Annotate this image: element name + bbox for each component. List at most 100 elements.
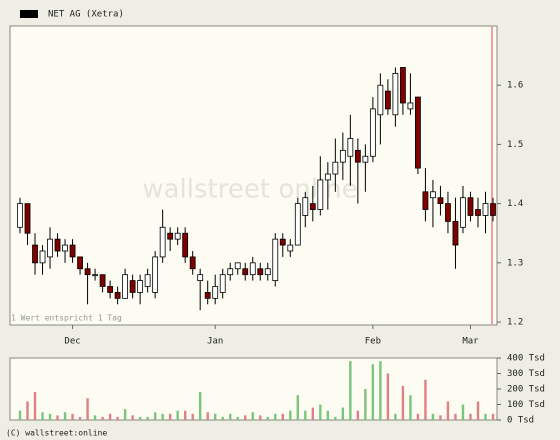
volume-bar <box>229 413 232 420</box>
candle-body <box>392 72 399 116</box>
candle-body <box>347 138 354 157</box>
candle-body <box>99 274 106 287</box>
volume-bar <box>289 410 292 420</box>
volume-bar <box>341 407 345 420</box>
volume-bar <box>93 415 97 420</box>
volume-bar <box>108 413 112 420</box>
candle-body <box>482 203 489 216</box>
volume-bar <box>131 415 134 420</box>
candle-body <box>430 191 436 199</box>
volume-bar <box>461 404 465 420</box>
volume-bar <box>78 416 82 420</box>
volume-bar <box>454 413 457 420</box>
candle-body <box>204 292 211 299</box>
legend-swatch <box>20 10 38 18</box>
volume-bar <box>191 413 194 420</box>
candle-body <box>152 256 159 293</box>
candle-body <box>137 280 144 293</box>
y-tick-label: 1.4 <box>507 199 523 209</box>
candle-body <box>212 286 219 299</box>
volume-bar <box>484 413 487 420</box>
candle-body <box>384 90 391 110</box>
candle-body <box>324 173 331 181</box>
y-tick-label: 200 Tsd <box>507 385 545 395</box>
volume-bar <box>431 413 435 420</box>
candle-body <box>24 203 31 234</box>
candle-body <box>362 155 369 163</box>
note: 1 Wert entspricht 1 Tag <box>11 314 122 323</box>
candle-body <box>422 191 429 210</box>
volume-bar <box>71 413 74 420</box>
candle-body <box>39 250 46 264</box>
volume-bar <box>319 404 322 420</box>
candle-body <box>17 203 23 228</box>
candle-body <box>234 262 241 270</box>
volume-bar <box>138 416 142 420</box>
volume-bar <box>311 407 315 420</box>
volume-bar <box>56 415 59 420</box>
volume-panel <box>9 357 498 421</box>
candle-body <box>107 286 113 293</box>
footer: (C) wallstreet:online <box>6 429 107 438</box>
candle-body <box>159 226 166 258</box>
candle-body <box>317 179 324 210</box>
volume-bar <box>168 413 172 420</box>
candle-body <box>294 203 301 246</box>
y-tick-label: 0 Tsd <box>507 416 534 426</box>
y-tick-label: 1.6 <box>507 81 523 91</box>
volume-bar <box>409 395 412 420</box>
volume-bar <box>176 410 179 420</box>
candle-body <box>272 238 279 281</box>
candle-body <box>475 209 481 216</box>
candle-body <box>279 238 286 246</box>
volume-bar <box>26 401 29 420</box>
candle-body <box>467 197 474 216</box>
y-tick-label: 1.3 <box>507 258 523 268</box>
candle-body <box>490 203 496 216</box>
candle-body <box>62 244 68 252</box>
candle-body <box>264 268 271 276</box>
candle-body <box>174 232 181 240</box>
candle-body <box>400 67 406 104</box>
candle-body <box>354 149 361 163</box>
volume-bar <box>63 412 67 420</box>
volume-bar <box>236 416 239 420</box>
candle-body <box>332 161 339 175</box>
x-tick-label: Jan <box>207 337 223 347</box>
volume-bar <box>416 413 420 420</box>
volume-bar <box>371 364 375 420</box>
volume-bar <box>86 398 89 420</box>
candle-body <box>415 96 421 169</box>
candle-body <box>84 268 91 276</box>
candle-body <box>122 274 129 299</box>
candle-body <box>377 84 384 116</box>
candle-body <box>445 203 451 222</box>
volume-bar <box>281 413 284 420</box>
y-tick-label: 300 Tsd <box>507 369 545 379</box>
candle-body <box>144 274 151 287</box>
candle-body <box>167 232 174 240</box>
chart-title: NET AG (Xetra) <box>48 10 124 20</box>
candle-body <box>407 102 414 110</box>
candle-body <box>32 244 38 264</box>
volume-bar <box>304 410 307 420</box>
candle-body <box>129 280 136 293</box>
candle-body <box>257 268 264 276</box>
candle-body <box>69 244 76 258</box>
volume-bar <box>476 401 480 420</box>
x-tick-label: Dec <box>64 337 80 347</box>
volume-bar <box>334 416 337 420</box>
candle-body <box>182 232 189 258</box>
volume-bar <box>266 416 269 420</box>
candle-body <box>287 244 294 252</box>
candle-body <box>114 292 121 299</box>
volume-bar <box>146 416 149 420</box>
volume-bar <box>244 415 247 420</box>
y-tick-label: 1.5 <box>507 140 523 150</box>
candle-body <box>249 262 256 276</box>
volume-bar <box>469 413 472 420</box>
volume-bar <box>206 412 209 420</box>
volume-bar <box>439 415 442 420</box>
candle-body <box>54 238 61 252</box>
volume-bar <box>296 395 299 420</box>
